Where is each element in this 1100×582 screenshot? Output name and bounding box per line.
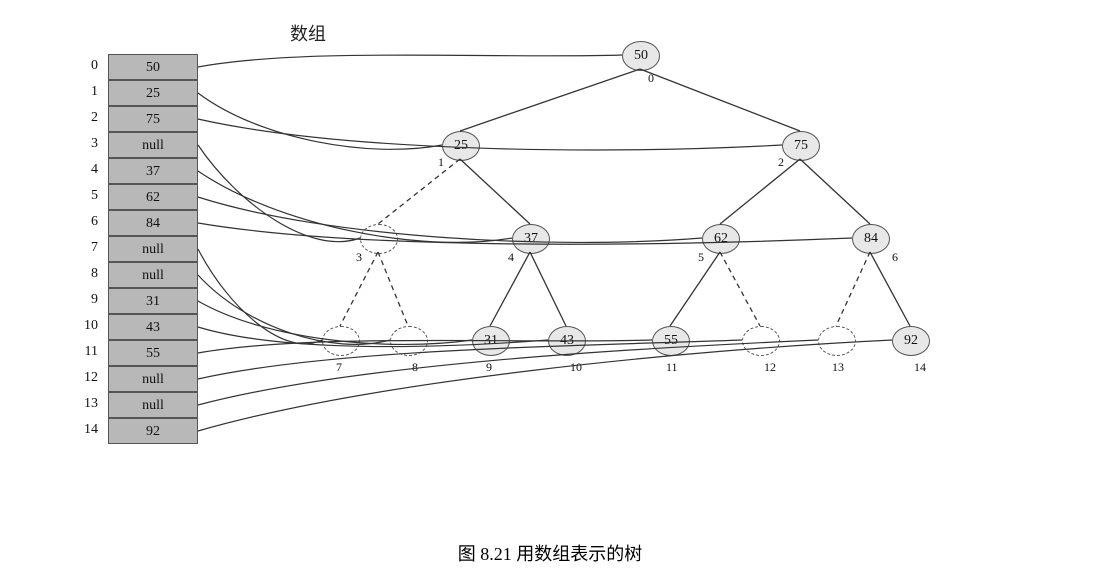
tree-node-index: 5 [698, 250, 704, 265]
tree-node-index: 2 [778, 155, 784, 170]
tree-node-index: 4 [508, 250, 514, 265]
diagram-container: 数组 0501252753null4375626847null8null9311… [0, 0, 1100, 582]
array-cell: 62 [108, 184, 198, 210]
figure-caption: 图 8.21 用数组表示的树 [0, 540, 1100, 566]
array-header: 数组 [290, 20, 326, 46]
array-index: 10 [68, 318, 98, 334]
array-cell: null [108, 236, 198, 262]
tree-node-index: 12 [764, 360, 776, 375]
array-index: 13 [68, 396, 98, 412]
tree-node: 50 [622, 41, 660, 71]
tree-node-index: 13 [832, 360, 844, 375]
array-cell: null [108, 132, 198, 158]
array-cell: null [108, 366, 198, 392]
tree-node-null [742, 326, 780, 356]
array-cell: 37 [108, 158, 198, 184]
array-cell: 50 [108, 54, 198, 80]
tree-node-index: 9 [486, 360, 492, 375]
tree-node-index: 3 [356, 250, 362, 265]
tree-node: 75 [782, 131, 820, 161]
array-index: 6 [68, 214, 98, 230]
tree-node: 37 [512, 224, 550, 254]
array-cell: 84 [108, 210, 198, 236]
tree-node-index: 0 [648, 71, 654, 86]
tree-node-null [390, 326, 428, 356]
array-cell: 31 [108, 288, 198, 314]
array-index: 5 [68, 188, 98, 204]
array-index: 0 [68, 58, 98, 74]
tree-node-index: 1 [438, 155, 444, 170]
tree-node-index: 7 [336, 360, 342, 375]
tree-node-index: 6 [892, 250, 898, 265]
tree-node-index: 8 [412, 360, 418, 375]
array-cell: null [108, 262, 198, 288]
array-index: 4 [68, 162, 98, 178]
array-index: 7 [68, 240, 98, 256]
tree-node-index: 11 [666, 360, 678, 375]
array-cell: null [108, 392, 198, 418]
array-cell: 75 [108, 106, 198, 132]
tree-node: 62 [702, 224, 740, 254]
array-index: 12 [68, 370, 98, 386]
tree-node-null [818, 326, 856, 356]
array-index: 14 [68, 422, 98, 438]
tree-node-index: 14 [914, 360, 926, 375]
array-cell: 92 [108, 418, 198, 444]
tree-node: 31 [472, 326, 510, 356]
array-cell: 25 [108, 80, 198, 106]
tree-node: 25 [442, 131, 480, 161]
tree-node: 84 [852, 224, 890, 254]
array-cell: 55 [108, 340, 198, 366]
tree-node: 55 [652, 326, 690, 356]
array-cell: 43 [108, 314, 198, 340]
array-index: 9 [68, 292, 98, 308]
tree-node-null [360, 224, 398, 254]
tree-node: 43 [548, 326, 586, 356]
array-index: 2 [68, 110, 98, 126]
array-index: 3 [68, 136, 98, 152]
tree-node-index: 10 [570, 360, 582, 375]
array-index: 11 [68, 344, 98, 360]
tree-node-null [322, 326, 360, 356]
array-index: 1 [68, 84, 98, 100]
array-index: 8 [68, 266, 98, 282]
tree-node: 92 [892, 326, 930, 356]
